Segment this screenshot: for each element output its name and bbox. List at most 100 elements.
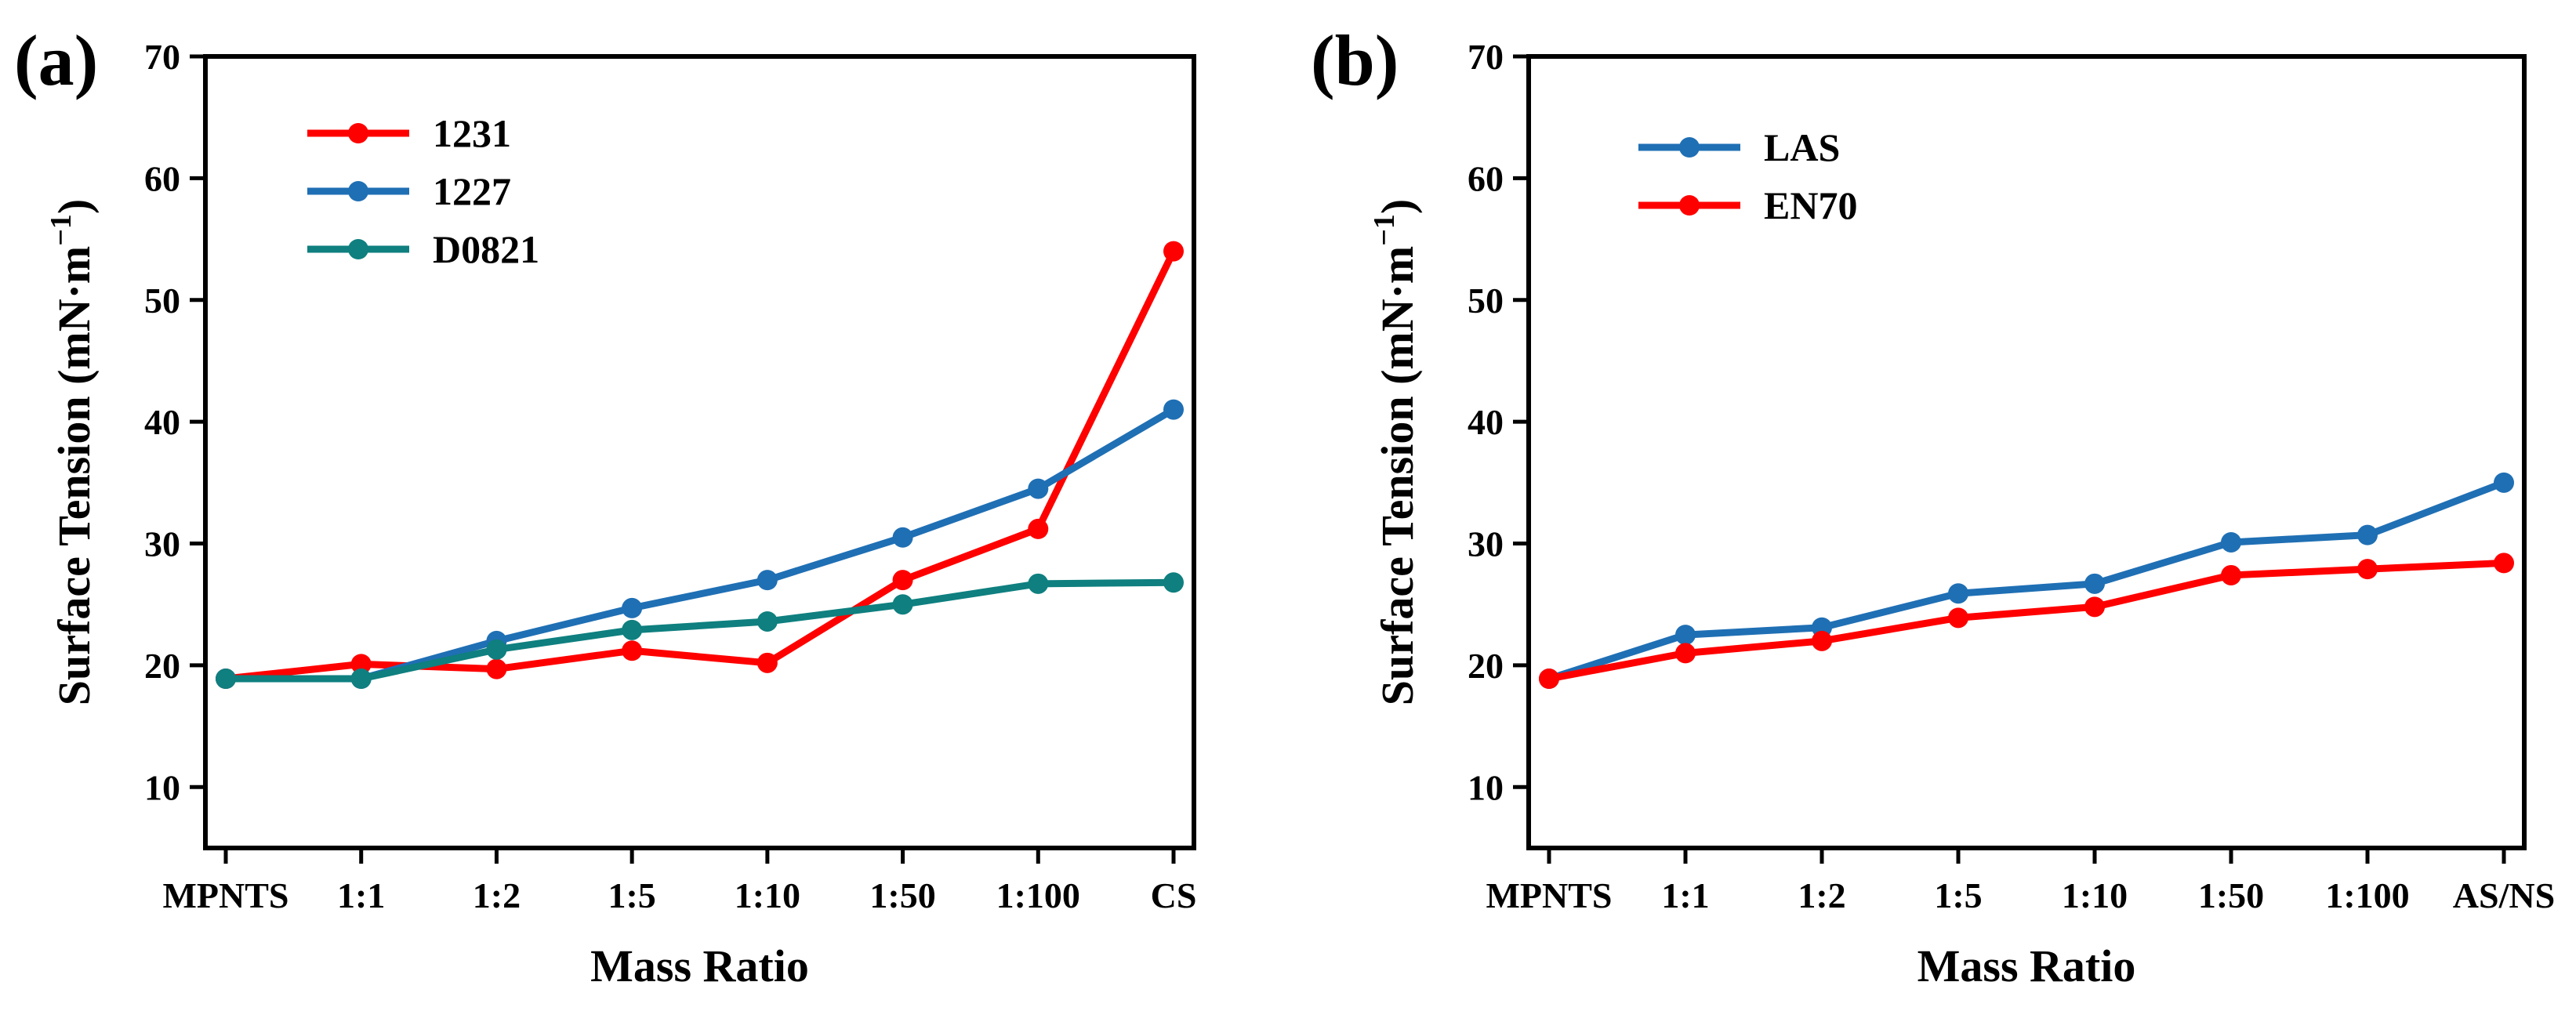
y-axis-title: Surface Tension (mN·m−1) (1368, 199, 1423, 705)
y-axis-title-close: ) (49, 199, 100, 214)
legend: 1231 1227 D0821 (307, 111, 539, 271)
x-tick-label: 1:1 (1661, 875, 1709, 915)
data-point-LAS-1:50 (2221, 531, 2241, 553)
legend-label-LAS: LAS (1764, 125, 1840, 169)
x-tick-label: 1:10 (735, 875, 800, 915)
data-point-1227-1:100 (1028, 478, 1049, 499)
y-tick-label: 20 (144, 646, 180, 686)
legend-marker-EN70 (1679, 195, 1700, 216)
data-point-EN70-MPNTS (1539, 669, 1559, 690)
data-point-1231-CS (1163, 241, 1184, 262)
x-tick-label: MPNTS (1486, 875, 1613, 915)
data-point-D0821-1:100 (1028, 573, 1049, 594)
data-point-1231-1:1 (350, 654, 372, 675)
x-tick-label: 1:50 (869, 875, 935, 915)
y-tick-label: 20 (1468, 646, 1504, 686)
data-point-D0821-1:1 (350, 669, 372, 690)
data-point-1227-CS (1163, 399, 1184, 420)
legend-label-1231: 1231 (433, 111, 511, 155)
legend-marker-LAS (1679, 137, 1700, 158)
y-axis-title-close: ) (1372, 199, 1423, 214)
x-tick-label: 1:100 (2325, 875, 2409, 915)
data-point-EN70-1:1 (1675, 643, 1696, 664)
x-tick-label: AS/NS (2453, 875, 2555, 915)
series-line-LAS (1545, 479, 2508, 683)
data-point-LAS-1:10 (2084, 573, 2105, 594)
data-point-D0821-MPNTS (216, 669, 236, 690)
x-tick-label: 1:5 (608, 875, 655, 915)
series-1227 (216, 399, 1184, 690)
x-tick-label: 1:100 (996, 875, 1080, 915)
data-point-LAS-1:1 (1675, 625, 1696, 646)
data-point-1227-1:5 (622, 597, 643, 618)
series-1231 (216, 241, 1184, 690)
plot-frame (203, 54, 1196, 850)
legend-label-1227: 1227 (433, 169, 511, 213)
data-point-EN70-1:2 (1812, 630, 1832, 651)
y-tick-label: 50 (1468, 281, 1504, 321)
x-tick-label: 1:2 (473, 875, 521, 915)
legend-marker-1231 (348, 123, 368, 143)
y-tick-label: 10 (1468, 767, 1504, 807)
x-axis-title: Mass Ratio (590, 940, 809, 991)
y-axis-title-main: Surface Tension (mN·m (1372, 246, 1423, 706)
series-EN70 (1539, 553, 2514, 690)
x-tick-label: 1:2 (1798, 875, 1845, 915)
chart-panel-a: (a) 10 20 30 40 50 60 70 MPNTS 1:1 1:2 1:5 1:10 1:50 1… (14, 20, 1196, 991)
data-point-EN70-1:100 (2357, 559, 2378, 580)
y-tick-label: 50 (144, 281, 180, 321)
y-tick-label: 30 (144, 524, 180, 564)
y-axis-title-superscript: −1 (1368, 214, 1401, 246)
plot-frame (1526, 54, 2527, 850)
y-tick-label: 70 (144, 37, 180, 77)
series-line-EN70 (1545, 559, 2508, 683)
data-point-D0821-1:2 (486, 639, 507, 660)
legend-label-EN70: EN70 (1764, 183, 1857, 227)
x-tick-label: 1:10 (2062, 875, 2128, 915)
data-point-1231-1:50 (892, 570, 913, 591)
x-tick-label: MPNTS (163, 875, 289, 915)
data-point-LAS-1:5 (1948, 583, 1968, 604)
y-axis-title: Surface Tension (mN·m−1) (45, 199, 100, 705)
y-axis-title-superscript: −1 (45, 214, 78, 246)
y-tick-label: 30 (1468, 524, 1504, 564)
data-point-1227-1:50 (892, 527, 913, 548)
legend: LAS EN70 (1638, 125, 1857, 227)
data-point-LAS-1:100 (2357, 524, 2378, 545)
x-tick-label: 1:50 (2198, 875, 2264, 915)
x-tick-label: 1:1 (337, 875, 385, 915)
legend-label-D0821: D0821 (433, 227, 539, 271)
data-point-D0821-CS (1163, 572, 1184, 593)
data-point-EN70-1:50 (2221, 564, 2241, 585)
data-point-EN70-1:5 (1948, 607, 1968, 629)
data-point-1231-1:10 (756, 652, 778, 673)
y-tick-label: 10 (144, 767, 180, 807)
x-tick-label: 1:5 (1934, 875, 1982, 915)
y-tick-label: 60 (1468, 158, 1504, 198)
data-point-D0821-1:5 (622, 619, 643, 640)
series-D0821 (216, 572, 1184, 690)
data-point-1231-1:5 (622, 640, 643, 661)
y-tick-label: 40 (144, 402, 180, 442)
data-point-1231-1:2 (486, 658, 507, 679)
x-tick-label: CS (1151, 875, 1197, 915)
series-line-1227 (222, 406, 1177, 683)
panel-label: (a) (14, 20, 98, 100)
x-axis-title: Mass Ratio (1917, 940, 2136, 991)
data-point-1231-1:100 (1028, 518, 1049, 539)
panel-label: (b) (1311, 20, 1399, 100)
legend-marker-D0821 (348, 239, 368, 259)
data-point-LAS-AS/NS (2494, 472, 2514, 493)
chart-panel-b: (b) 10 20 30 40 50 60 70 MPNTS 1:1 1:2 1:5 1:10 1:50 1… (1311, 20, 2555, 991)
series-line-1231 (222, 248, 1177, 683)
data-point-D0821-1:10 (756, 611, 778, 632)
series-line-D0821 (222, 578, 1177, 683)
y-tick-label: 60 (144, 158, 180, 198)
data-point-EN70-AS/NS (2494, 553, 2514, 574)
data-point-D0821-1:50 (892, 594, 913, 615)
y-tick-label: 40 (1468, 402, 1504, 442)
legend-marker-1227 (348, 181, 368, 201)
y-axis-title-main: Surface Tension (mN·m (49, 246, 100, 706)
data-point-1227-1:10 (756, 570, 778, 591)
